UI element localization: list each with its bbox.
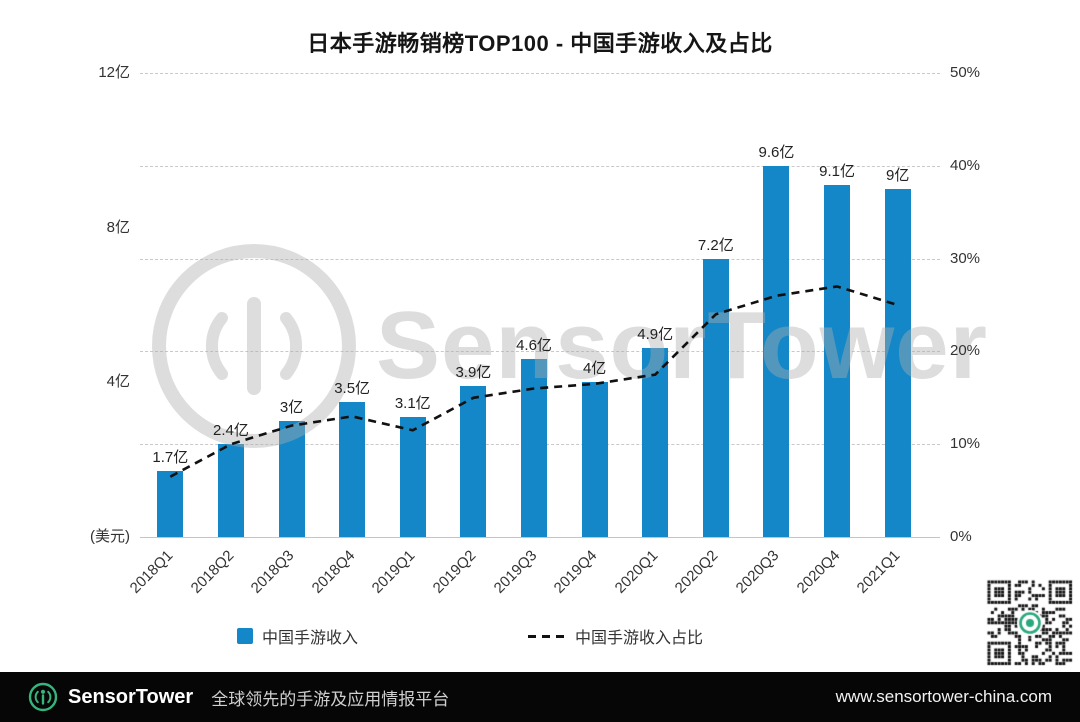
- gridline: [140, 351, 940, 353]
- bar: [399, 417, 426, 537]
- bar-value-label: 3亿: [279, 399, 304, 416]
- gridline: [140, 73, 940, 74]
- bar: [278, 421, 305, 537]
- footer-bar: SensorTower 全球领先的手游及应用情报平台 www.sensortow…: [0, 672, 1080, 722]
- legend-item-share: 中国手游收入占比: [528, 624, 703, 648]
- x-axis-label: 2018Q2: [187, 547, 237, 597]
- chart-title: 日本手游畅销榜TOP100 - 中国手游收入及占比: [307, 31, 773, 56]
- sensortower-logo-icon: [28, 682, 58, 712]
- bar: [824, 185, 851, 537]
- x-axis-line: [140, 537, 940, 538]
- right-axis-label: 10%: [950, 435, 981, 453]
- legend-item-revenue: 中国手游收入: [236, 624, 358, 648]
- bar: [702, 258, 729, 537]
- bar: [521, 359, 547, 537]
- sensortower-watermark-logo-icon: [152, 244, 356, 448]
- bar-value-label: 3.9亿: [455, 364, 492, 382]
- x-axis-label: 2019Q1: [369, 547, 419, 597]
- left-axis-label: 12亿: [98, 64, 130, 81]
- bar-value-label: 3.1亿: [394, 395, 431, 413]
- legend-label-revenue: 中国手游收入: [261, 630, 358, 647]
- x-axis-label: 2018Q4: [308, 547, 359, 597]
- left-axis-label: 4亿: [106, 373, 130, 391]
- bar-value-label: 4.6亿: [516, 337, 552, 355]
- footer-tagline: 全球领先的手游及应用情报平台: [211, 689, 450, 709]
- bar: [339, 401, 366, 537]
- bar-value-label: 2.4亿: [212, 422, 249, 440]
- bar-series-swatch: [236, 628, 253, 644]
- x-axis-label: 2019Q3: [490, 547, 541, 597]
- x-axis-label: 2019Q2: [429, 547, 480, 597]
- footer-url: www.sensortower-china.com: [835, 687, 1052, 706]
- x-axis-label: 2018Q3: [247, 547, 298, 597]
- share-line: [169, 285, 899, 478]
- gridline: [140, 165, 940, 167]
- left-axis-unit-label: (美元): [90, 528, 130, 545]
- right-axis-label: 50%: [950, 64, 981, 81]
- bar-value-label: 1.7亿: [152, 449, 189, 467]
- watermark-text: SensorTower: [376, 292, 989, 399]
- bar: [460, 386, 487, 537]
- right-axis-label: 0%: [950, 528, 972, 545]
- bar: [157, 471, 184, 537]
- bar-value-label: 4亿: [582, 360, 607, 378]
- dashed-line-swatch: [528, 634, 566, 638]
- x-axis-label: 2021Q1: [853, 547, 904, 597]
- bar-value-label: 9亿: [886, 167, 910, 184]
- bar: [217, 444, 244, 537]
- left-axis-label: 8亿: [106, 218, 130, 236]
- right-axis-label: 20%: [950, 342, 981, 360]
- gridline: [140, 258, 940, 260]
- legend: 中国手游收入 中国手游收入占比: [0, 624, 940, 648]
- x-axis-label: 2020Q2: [672, 547, 722, 597]
- legend-label-share: 中国手游收入占比: [575, 630, 704, 647]
- gridline: [140, 444, 940, 446]
- bar: [763, 165, 790, 537]
- bar-value-label: 4.9亿: [637, 325, 674, 343]
- bar: [581, 382, 608, 537]
- bar-value-label: 7.2亿: [697, 236, 734, 254]
- bar: [642, 347, 669, 537]
- x-axis-label: 2020Q3: [732, 547, 783, 597]
- x-axis-label: 2020Q1: [611, 547, 662, 597]
- x-axis-label: 2018Q1: [126, 547, 177, 597]
- bar: [884, 189, 911, 537]
- bar-value-label: 3.5亿: [334, 379, 371, 397]
- right-axis-label: 40%: [950, 156, 981, 174]
- x-axis-label: 2020Q4: [793, 547, 844, 597]
- qr-code: [984, 577, 1076, 669]
- right-axis-label: 30%: [950, 249, 981, 267]
- footer-brand: SensorTower: [68, 685, 194, 708]
- bar-value-label: 9.6亿: [758, 143, 795, 161]
- bar-value-label: 9.1亿: [819, 163, 855, 181]
- x-axis-label: 2019Q4: [550, 547, 601, 597]
- watermark: SensorTower: [148, 240, 988, 452]
